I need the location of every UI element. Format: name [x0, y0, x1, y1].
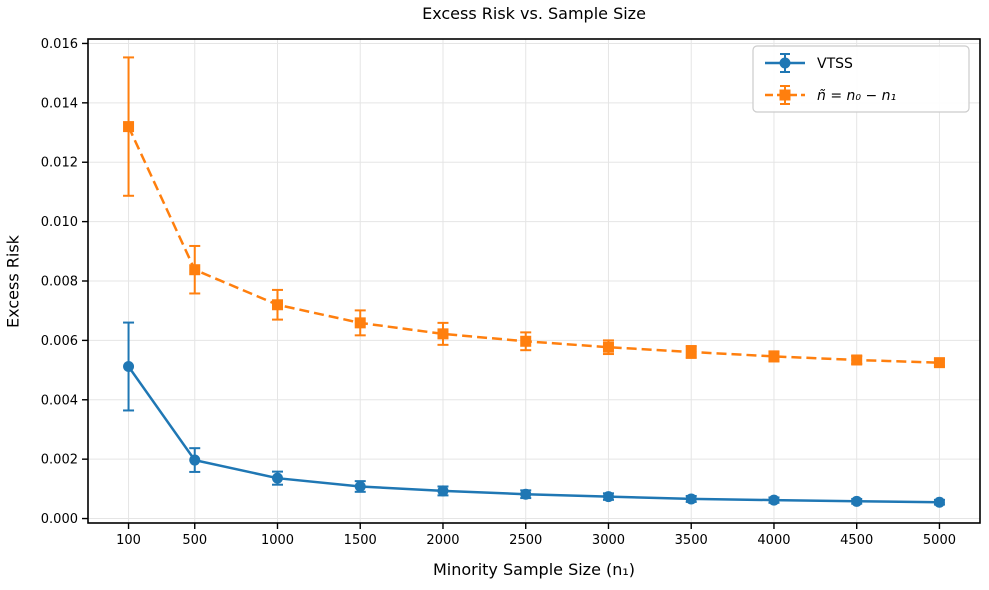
data-point-square: [189, 264, 201, 276]
data-point-square: [933, 357, 945, 369]
legend-entry-ntilde: ñ = n₀ − n₁: [765, 85, 896, 105]
data-point-square: [602, 341, 614, 353]
data-point-circle: [851, 495, 863, 507]
x-tick-label: 2500: [509, 533, 542, 548]
y-axis-title: Excess Risk: [3, 235, 23, 328]
data-point-circle: [271, 472, 283, 484]
data-point-circle: [520, 488, 532, 500]
x-tick-label: 500: [182, 533, 207, 548]
y-tick-label: 0.002: [41, 453, 78, 468]
x-tick-label: 3000: [592, 533, 625, 548]
y-tick-label: 0.004: [41, 393, 78, 408]
data-point-square: [851, 354, 863, 366]
axis-ticks: 100 500 1000 1500 2000 2500 3000 3500 4000 4500 50…: [41, 37, 956, 548]
x-tick-label: 4500: [840, 533, 873, 548]
data-point-circle: [685, 493, 697, 505]
x-tick-label: 1500: [344, 533, 377, 548]
data-point-circle: [354, 480, 366, 492]
data-point-square: [271, 299, 283, 311]
gridlines: [88, 39, 980, 523]
y-tick-label: 0.014: [41, 96, 78, 111]
series-line: [127, 365, 940, 504]
legend: VTSS ñ = n₀ − n₁: [752, 45, 970, 113]
data-point-square: [354, 317, 366, 329]
y-tick-label: 0.008: [41, 275, 78, 290]
data-point-circle: [123, 361, 135, 373]
y-tick-label: 0.010: [41, 215, 78, 230]
data-point-square: [437, 328, 449, 340]
legend-box: [752, 45, 970, 113]
legend-marker-circle-icon: [779, 57, 791, 69]
x-tick-label: 3500: [675, 533, 708, 548]
data-point-square: [123, 121, 135, 133]
legend-marker-square-icon: [779, 89, 791, 101]
data-point-square: [685, 346, 697, 358]
x-tick-label: 1000: [261, 533, 294, 548]
x-axis-title: Minority Sample Size (n₁): [432, 560, 636, 579]
data-point-square: [768, 350, 780, 362]
series-ntilde: [123, 56, 945, 369]
data-point-circle: [768, 494, 780, 506]
chart-title: Excess Risk vs. Sample Size: [422, 4, 646, 23]
x-tick-label: 4000: [757, 533, 790, 548]
y-tick-label: 0.000: [41, 512, 78, 527]
x-tick-label: 2000: [426, 533, 459, 548]
legend-label: VTSS: [817, 56, 853, 72]
y-tick-label: 0.006: [41, 334, 78, 349]
data-point-square: [520, 335, 532, 347]
y-tick-label: 0.016: [41, 37, 78, 52]
x-tick-label: 5000: [923, 533, 956, 548]
series-vtss: [123, 321, 945, 508]
data-point-circle: [437, 485, 449, 497]
data-point-circle: [602, 491, 614, 503]
data-point-circle: [189, 454, 201, 466]
legend-label: ñ = n₀ − n₁: [817, 88, 896, 104]
legend-entry-vtss: VTSS: [765, 53, 853, 73]
x-tick-label: 100: [116, 533, 141, 548]
y-tick-label: 0.012: [41, 156, 78, 171]
data-point-circle: [933, 496, 945, 508]
